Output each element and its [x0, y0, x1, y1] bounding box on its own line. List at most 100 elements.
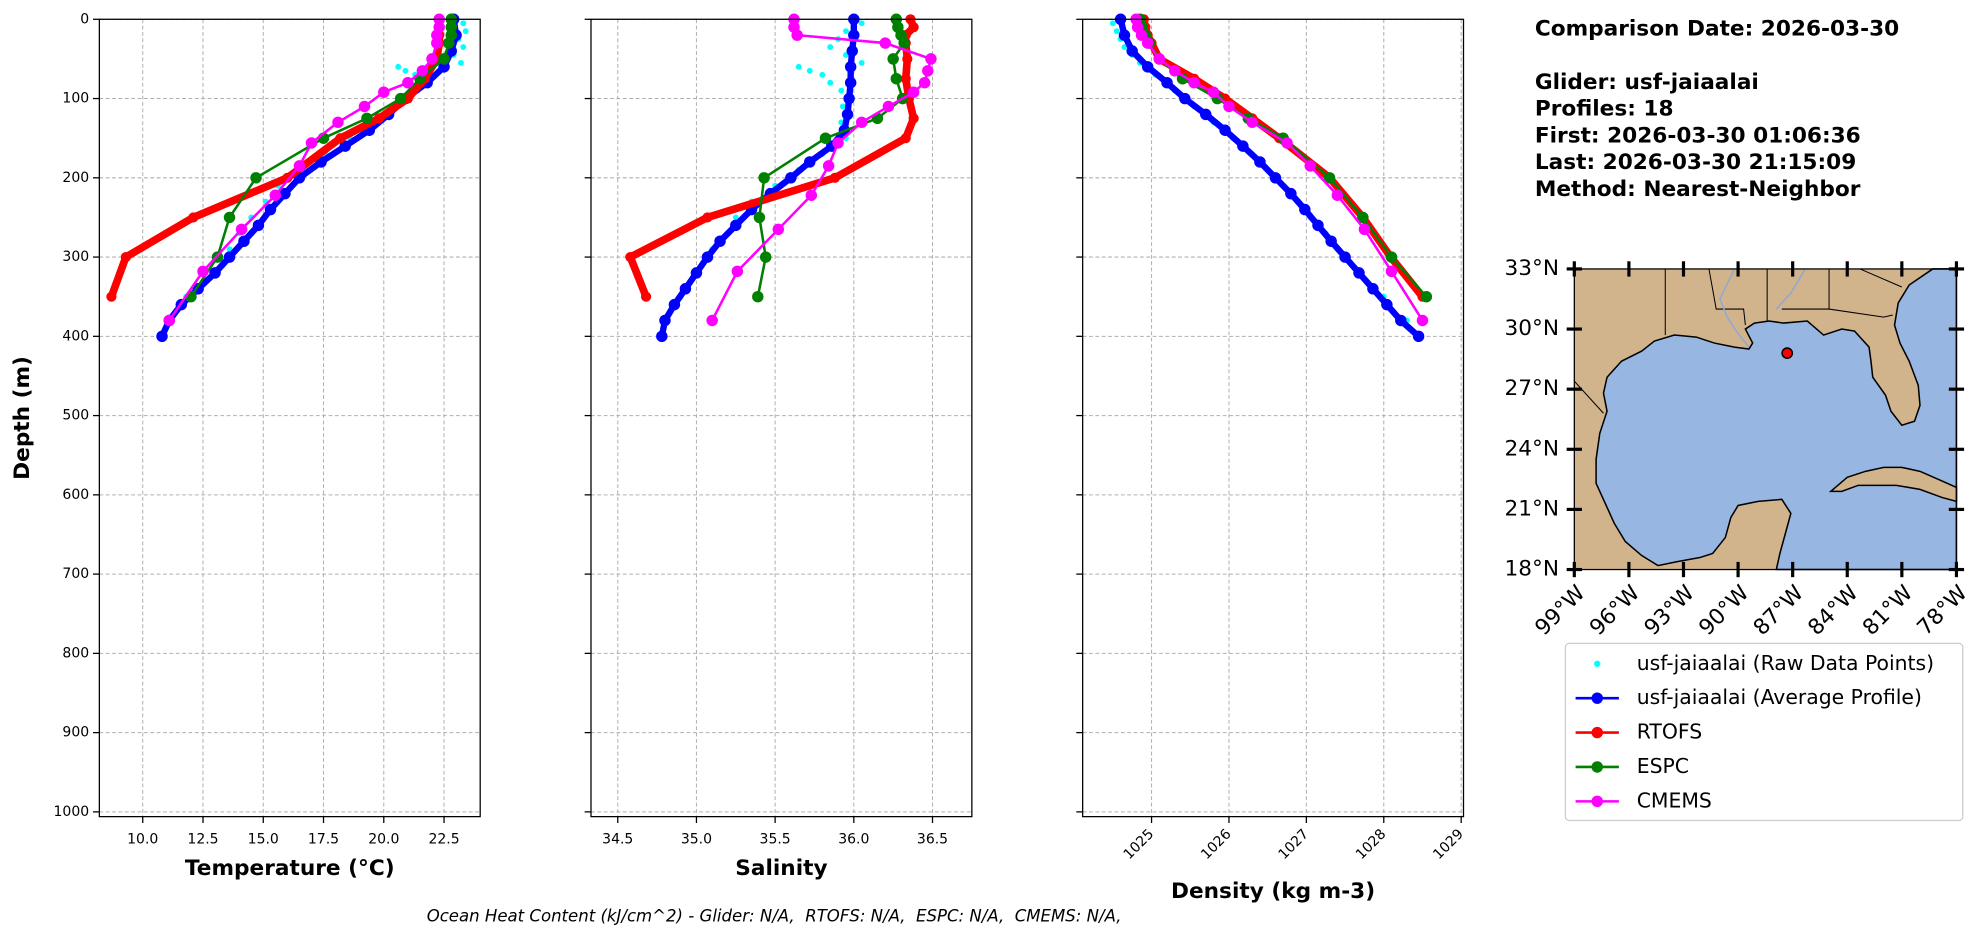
profile-point: [1118, 29, 1131, 41]
profile-point: [925, 53, 937, 65]
legend-marker: [1591, 726, 1603, 739]
profile-point: [394, 92, 407, 105]
profile-point: [1135, 29, 1148, 41]
glider-location: [1781, 347, 1794, 359]
profile-point: [1285, 187, 1297, 200]
border: [1859, 268, 1902, 288]
profile-point: [431, 37, 443, 49]
river: [1719, 268, 1750, 348]
profile-point: [714, 235, 726, 247]
profile-point: [156, 330, 168, 343]
profile-point: [668, 298, 681, 311]
profile-point: [829, 172, 841, 183]
profile-point: [378, 86, 390, 98]
legend-marker: [1594, 660, 1601, 667]
profile-line: [711, 19, 933, 322]
profile-point: [438, 61, 450, 73]
profile-point: [188, 212, 199, 223]
profile-point: [908, 113, 919, 124]
profile-point: [402, 76, 414, 89]
profile-point: [358, 100, 371, 113]
profile-point: [855, 116, 868, 129]
profile-point: [279, 187, 291, 200]
profile-point: [900, 73, 911, 84]
profile-point: [443, 37, 455, 49]
profile-point: [844, 61, 857, 73]
profile-point: [305, 137, 318, 149]
info-line: Glider: usf-jaiaalai: [1535, 70, 1759, 95]
profile-point: [731, 265, 744, 278]
profile-point: [1325, 235, 1337, 247]
x-axis-label: Density (kg m-3): [1171, 879, 1375, 904]
profile-point: [1121, 44, 1128, 50]
y-tick-label: 300: [62, 249, 89, 265]
profile-point: [238, 235, 250, 247]
x-tick-label: 36.5: [917, 832, 948, 848]
profile-point: [416, 65, 429, 77]
profile-point: [819, 71, 826, 78]
y-tick-label: 21°N: [1504, 496, 1559, 521]
y-tick-label: 1000: [54, 804, 90, 820]
profile-point: [1395, 314, 1407, 327]
profile-point: [1385, 265, 1398, 278]
profile-point: [445, 21, 457, 33]
panel: 34.5 35.0 35.5 36.0 36.5 Salinity: [584, 13, 973, 881]
profile-point: [431, 29, 443, 41]
border: [1708, 268, 1746, 326]
legend-marker: [1591, 692, 1603, 704]
profile-point: [269, 189, 282, 201]
legend-marker: [1591, 795, 1603, 808]
profile-point: [163, 314, 175, 327]
axes-frame: [590, 18, 973, 818]
profile-point: [702, 212, 713, 223]
y-axis-label: Depth (m): [10, 356, 35, 480]
profile-point: [1339, 251, 1351, 263]
profile-point: [250, 172, 262, 184]
profile-point: [795, 63, 802, 70]
profile-point: [752, 290, 764, 303]
profile-point: [1312, 219, 1324, 232]
profile-point: [197, 265, 209, 278]
profile-point: [701, 251, 714, 263]
profile-point: [1304, 160, 1316, 172]
profile-point: [339, 140, 351, 152]
profile-point: [438, 53, 450, 65]
profile-point: [1200, 108, 1212, 121]
y-tick-label: 27°N: [1504, 376, 1559, 401]
profile-point: [1416, 314, 1429, 327]
footer: Ocean Heat Content (kJ/cm^2) - Glider: N…: [427, 907, 1122, 926]
x-tick-label: 12.5: [187, 832, 218, 848]
profile-point: [827, 44, 834, 50]
profile-point: [1109, 20, 1116, 27]
profile-point: [252, 219, 265, 232]
profile-point: [1237, 140, 1249, 152]
profile-point: [223, 211, 236, 224]
profile-point: [1281, 137, 1293, 149]
profile-point: [659, 314, 671, 327]
profile-point: [120, 251, 131, 263]
map: 99°W96°W93°W90°W87°W84°W81°W78°W18°N21°N…: [1504, 256, 1972, 641]
profile-point: [1161, 76, 1173, 89]
axes-frame: [98, 18, 481, 818]
y-tick-label: 700: [62, 566, 89, 582]
y-tick-label: 24°N: [1504, 436, 1559, 461]
border: [1828, 308, 1893, 318]
profile-point: [264, 203, 277, 216]
y-tick-label: 100: [62, 91, 89, 107]
profile-point: [282, 172, 293, 183]
profile-point: [209, 267, 221, 279]
profile-point: [1357, 211, 1369, 224]
panel: 10.0 12.5 15.0 17.5 20.0 22.5 0 100 200 300 400 500…: [10, 11, 481, 881]
profile-point: [235, 223, 248, 236]
profile-point: [827, 79, 834, 86]
info-box: Comparison Date: 2026-03-30 Glider: usf-…: [1535, 16, 1899, 201]
legend-label: ESPC: [1637, 754, 1689, 778]
profile-point: [1269, 172, 1282, 184]
profile-point: [656, 330, 668, 343]
profile-point: [1381, 298, 1393, 311]
y-tick-label: 200: [62, 170, 89, 186]
profile-point: [890, 73, 903, 85]
y-tick-label: 18°N: [1504, 557, 1559, 582]
map-frame: [1573, 268, 1958, 571]
profile-point: [460, 20, 467, 27]
